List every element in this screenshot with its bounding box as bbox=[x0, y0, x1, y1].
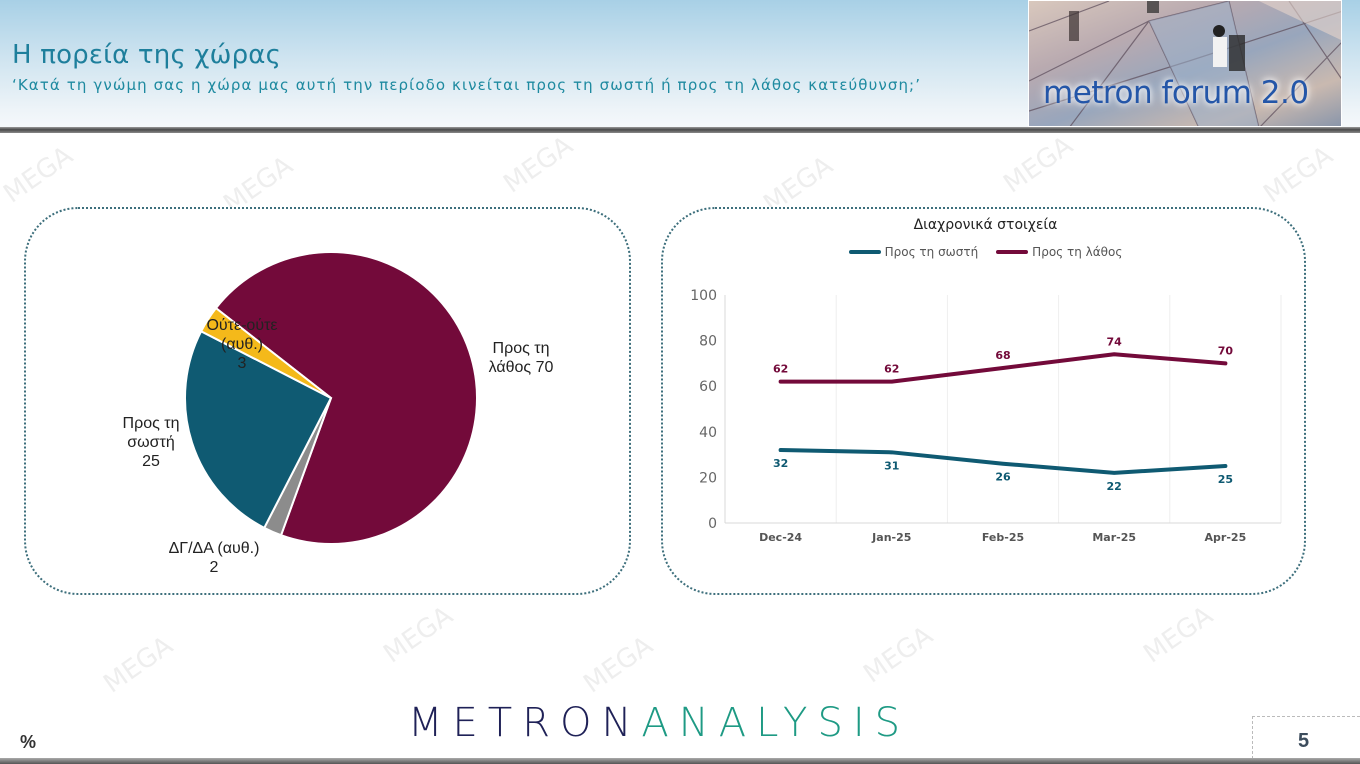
pie-slice bbox=[184, 329, 333, 530]
watermark: MEGA bbox=[498, 130, 579, 200]
y-tick-label: 0 bbox=[708, 516, 717, 532]
y-tick-label: 80 bbox=[699, 334, 717, 350]
metron-analysis-logo: METRONANALYSIS bbox=[408, 700, 910, 746]
label-line: (αυθ.) bbox=[221, 336, 263, 353]
line-chart-panel: Διαχρονικά στοιχεία Προς τη σωστή Προς τ… bbox=[661, 207, 1306, 595]
slide-header: Η πορεία της χώρας ‘Κατά τη γνώμη σας η … bbox=[0, 0, 1360, 130]
brand-part2: ANALYSIS bbox=[641, 700, 911, 746]
legend-swatch-icon bbox=[848, 250, 881, 254]
label-line: Προς τη bbox=[122, 415, 180, 432]
legend-item-right: Προς τη σωστή bbox=[848, 245, 979, 259]
data-label: 25 bbox=[1218, 473, 1233, 486]
y-tick-label: 20 bbox=[699, 470, 717, 486]
page-number-box bbox=[1252, 716, 1360, 764]
label-line: Ούτε-ούτε bbox=[206, 317, 278, 334]
legend-label: Προς τη λάθος bbox=[1032, 245, 1123, 259]
logo-text: metron forum 2.0 bbox=[1043, 75, 1309, 111]
line-chart: 0 20 40 60 80 100 Dec-24 Jan-25 Feb-25 Mar-25 Apr-… bbox=[690, 288, 1282, 544]
metron-forum-logo: metron forum 2.0 bbox=[1028, 0, 1342, 127]
footer-divider bbox=[0, 758, 1360, 764]
series-line bbox=[778, 448, 1228, 475]
page-number: 5 bbox=[1298, 730, 1310, 752]
unit-label: % bbox=[20, 732, 37, 752]
data-label: 22 bbox=[1107, 480, 1122, 493]
label-line: 25 bbox=[142, 453, 160, 470]
watermark: MEGA bbox=[1258, 140, 1339, 210]
label-line: 3 bbox=[237, 355, 247, 372]
data-label: 70 bbox=[1218, 344, 1234, 357]
line-chart-title: Διαχρονικά στοιχεία bbox=[913, 217, 1058, 233]
data-label: 68 bbox=[995, 349, 1010, 362]
pie-slice bbox=[214, 251, 478, 545]
data-label: 74 bbox=[1107, 335, 1123, 348]
watermark: MEGA bbox=[0, 140, 79, 210]
label-line: λάθος 70 bbox=[488, 359, 554, 376]
x-tick-label: Feb-25 bbox=[982, 531, 1024, 544]
y-tick-label: 40 bbox=[699, 425, 717, 441]
data-label: 31 bbox=[884, 459, 899, 472]
y-tick-label: 100 bbox=[690, 288, 717, 304]
y-tick-label: 60 bbox=[699, 379, 717, 395]
series-line bbox=[778, 352, 1228, 384]
pie-chart-panel: Προς τη λάθος 70 Προς τη σωστή 25 Ούτε-ο… bbox=[24, 207, 631, 595]
pie-chart bbox=[184, 251, 478, 545]
watermark: MEGA bbox=[98, 630, 179, 700]
geometric-photo-icon bbox=[1029, 1, 1341, 126]
watermark: MEGA bbox=[858, 620, 939, 690]
question-subtitle: ‘Κατά τη γνώμη σας η χώρα μας αυτή την π… bbox=[12, 76, 922, 94]
legend-swatch-icon bbox=[996, 250, 1029, 254]
chart-legend: Προς τη σωστή Προς τη λάθος bbox=[663, 245, 1308, 259]
pie-label-wrong: Προς τη λάθος 70 bbox=[466, 339, 576, 377]
x-tick-label: Dec-24 bbox=[759, 531, 802, 544]
legend-label: Προς τη σωστή bbox=[884, 245, 979, 259]
page-title: Η πορεία της χώρας bbox=[12, 40, 282, 70]
label-line: 2 bbox=[209, 559, 219, 576]
watermark: MEGA bbox=[1138, 600, 1219, 670]
watermark: MEGA bbox=[578, 630, 659, 700]
watermark: MEGA bbox=[998, 130, 1079, 200]
header-divider bbox=[0, 127, 1360, 133]
label-line: Προς τη bbox=[492, 340, 550, 357]
x-tick-label: Mar-25 bbox=[1092, 531, 1136, 544]
label-line: ΔΓ/ΔΑ (αυθ.) bbox=[168, 540, 260, 557]
watermark: MEGA bbox=[378, 600, 459, 670]
pie-label-dk: ΔΓ/ΔΑ (αυθ.) 2 bbox=[154, 539, 274, 577]
pie-label-right: Προς τη σωστή 25 bbox=[106, 414, 196, 471]
pie-label-neither: Ούτε-ούτε (αυθ.) 3 bbox=[192, 316, 292, 373]
legend-item-wrong: Προς τη λάθος bbox=[996, 245, 1122, 259]
data-label: 62 bbox=[884, 363, 899, 376]
data-label: 32 bbox=[773, 457, 788, 470]
pie-slice bbox=[199, 306, 332, 399]
label-line: σωστή bbox=[127, 434, 175, 451]
x-tick-label: Jan-25 bbox=[871, 531, 911, 544]
data-label: 62 bbox=[773, 363, 788, 376]
x-tick-label: Apr-25 bbox=[1205, 531, 1247, 544]
brand-part1: METRON bbox=[408, 700, 642, 746]
data-label: 26 bbox=[995, 471, 1011, 484]
